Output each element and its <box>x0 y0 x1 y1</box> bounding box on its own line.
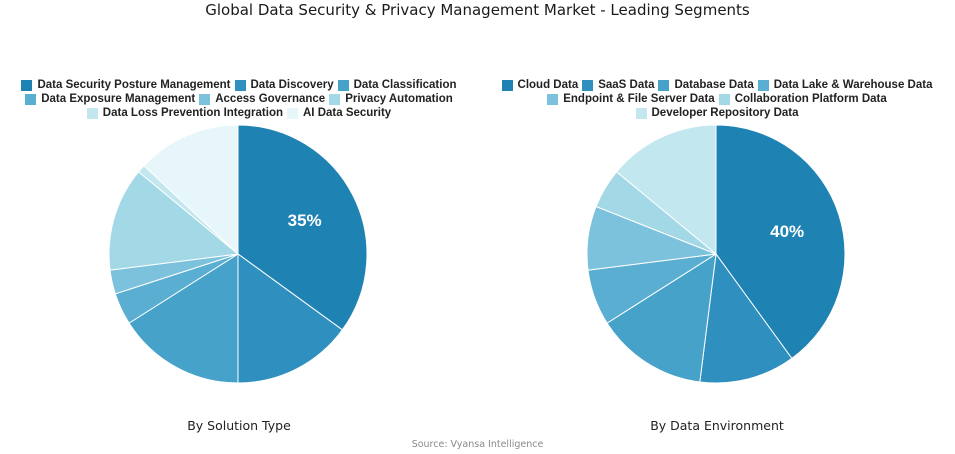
legend-label: Database Data <box>674 79 754 91</box>
legend-item: Privacy Automation <box>329 92 453 106</box>
pie-slice <box>715 124 846 360</box>
legend-swatch <box>501 79 513 91</box>
legend-item: Access Governance <box>199 92 325 106</box>
pie-slice <box>108 171 240 271</box>
legend-swatch <box>547 93 559 105</box>
legend-label: Data Exposure Management <box>41 93 196 105</box>
chart-title: Global Data Security & Privacy Managemen… <box>205 1 750 19</box>
pie-slice <box>237 253 344 384</box>
legend-swatch <box>757 79 769 91</box>
pie-slice <box>237 124 368 331</box>
legend-item: Data Lake & Warehouse Data <box>757 78 933 92</box>
slice-data-label: 35% <box>288 211 322 230</box>
legend-swatch <box>287 107 298 119</box>
legend-label: Access Governance <box>215 93 326 105</box>
legend-item: Developer Repository Data <box>635 106 799 120</box>
legend-swatch <box>21 79 33 91</box>
legend-swatch <box>337 79 349 91</box>
legend-item: SaaS Data <box>582 78 654 92</box>
pie-slice <box>615 124 717 256</box>
legend-label: Endpoint & File Server Data <box>563 93 715 105</box>
legend-swatch <box>86 107 98 119</box>
data-environment-panel: Cloud Data SaaS Data Database Data Data Lak… <box>478 78 955 384</box>
legend-item: Data Classification <box>337 78 457 92</box>
pie-slice <box>606 253 717 383</box>
pie-slice <box>143 124 239 256</box>
legend-item: Data Discovery <box>234 78 334 92</box>
legend-label: Data Security Posture Management <box>37 79 231 91</box>
legend-swatch <box>329 93 341 105</box>
legend-item: Data Exposure Management <box>25 92 195 106</box>
legend: Cloud Data SaaS Data Database Data Data Lak… <box>478 78 955 120</box>
pie-subtitle: By Solution Type <box>187 418 291 433</box>
legend-item: Data Security Posture Management <box>21 78 231 92</box>
legend-item: Endpoint & File Server Data <box>547 92 715 106</box>
legend-swatch <box>25 93 37 105</box>
pie-slice <box>128 253 239 384</box>
pie-chart: 35% <box>108 124 368 384</box>
legend-label: Privacy Automation <box>345 93 453 105</box>
legend-item: AI Data Security <box>287 106 391 120</box>
legend-label: AI Data Security <box>303 107 392 119</box>
legend-label: SaaS Data <box>598 79 655 91</box>
legend-label: Collaboration Platform Data <box>734 93 887 105</box>
pie-chart: 40% <box>586 124 846 384</box>
legend-label: Data Lake & Warehouse Data <box>773 79 933 91</box>
pie-slice <box>699 252 793 384</box>
legend-swatch <box>718 93 730 105</box>
legend-item: Database Data <box>658 78 754 92</box>
legend-swatch <box>582 79 594 91</box>
legend-item: Collaboration Platform Data <box>718 92 887 106</box>
legend: Data Security Posture Management Data Dis… <box>0 78 478 120</box>
legend-item: Data Loss Prevention Integration <box>86 106 283 120</box>
legend-label: Developer Repository Data <box>651 107 799 119</box>
legend-swatch <box>199 93 211 105</box>
legend-swatch <box>234 79 246 91</box>
legend-label: Data Discovery <box>250 79 334 91</box>
slice-data-label: 40% <box>770 222 804 241</box>
legend-swatch <box>635 107 647 119</box>
legend-swatch <box>658 79 670 91</box>
legend-label: Data Loss Prevention Integration <box>102 107 283 119</box>
legend-item: Cloud Data <box>501 78 579 92</box>
legend-label: Cloud Data <box>517 79 579 91</box>
solution-type-panel: Data Security Posture Management Data Dis… <box>0 78 478 384</box>
pie-subtitle: By Data Environment <box>650 418 784 433</box>
legend-label: Data Classification <box>353 79 457 91</box>
source-note: Source: Vyansa Intelligence <box>411 439 544 450</box>
